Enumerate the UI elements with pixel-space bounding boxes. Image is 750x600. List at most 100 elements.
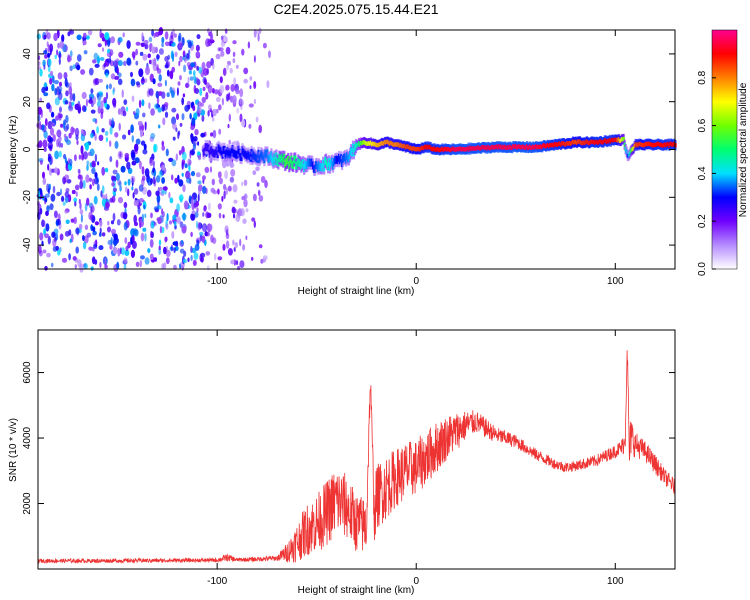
noise-cell	[187, 41, 192, 49]
noise-cell	[165, 249, 171, 258]
noise-cell	[45, 210, 49, 216]
noise-cell	[138, 160, 142, 170]
noise-cell	[227, 185, 232, 192]
noise-cell	[181, 113, 185, 121]
noise-cell	[121, 89, 124, 98]
noise-cell	[58, 150, 62, 158]
noise-cell	[107, 220, 110, 226]
noise-cell	[81, 91, 87, 100]
noise-cell	[109, 55, 112, 65]
noise-cell	[154, 46, 158, 54]
noise-cell	[112, 169, 118, 175]
noise-cell	[169, 35, 174, 44]
noise-cell	[131, 186, 134, 191]
noise-cell	[251, 217, 256, 222]
noise-cell	[178, 179, 184, 187]
noise-cell	[47, 58, 52, 67]
noise-cell	[210, 132, 214, 137]
noise-cell	[229, 176, 235, 183]
noise-cell	[178, 41, 183, 49]
noise-cell	[187, 76, 190, 84]
noise-cell	[202, 86, 206, 91]
noise-cell	[181, 97, 185, 106]
noise-cell	[44, 118, 48, 126]
noise-cell	[218, 128, 222, 135]
noise-cell	[63, 72, 68, 80]
noise-cell	[62, 201, 66, 206]
noise-cell	[251, 256, 254, 261]
noise-cell	[165, 148, 169, 157]
noise-cell	[105, 201, 110, 209]
noise-cell	[150, 221, 155, 229]
noise-cell	[206, 61, 212, 69]
noise-cell	[82, 32, 87, 38]
noise-cell	[178, 194, 184, 202]
noise-cell	[90, 109, 96, 114]
noise-cell	[133, 200, 139, 207]
noise-cell	[64, 195, 69, 204]
noise-cell	[239, 260, 245, 268]
noise-cell	[196, 78, 201, 86]
noise-cell	[241, 48, 245, 56]
noise-cell	[195, 220, 199, 229]
noise-cell	[190, 254, 193, 262]
noise-cell	[220, 50, 225, 57]
noise-cell	[155, 175, 161, 183]
noise-cell	[109, 197, 114, 203]
noise-cell	[233, 199, 238, 204]
noise-cell	[107, 39, 111, 47]
noise-cell	[116, 261, 120, 270]
noise-cell	[39, 160, 43, 165]
noise-cell	[144, 168, 150, 178]
noise-cell	[137, 206, 141, 215]
noise-cell	[253, 220, 256, 228]
noise-cell	[154, 221, 157, 227]
noise-cell	[93, 243, 98, 249]
colorbar-tick-label: 0.6	[697, 118, 708, 132]
noise-cell	[94, 78, 100, 85]
noise-cell	[143, 143, 147, 151]
noise-cell	[148, 102, 151, 109]
noise-cell	[96, 126, 99, 134]
noise-cell	[207, 84, 213, 94]
noise-cell	[190, 170, 196, 177]
noise-cell	[135, 108, 140, 116]
noise-cell	[249, 76, 253, 81]
noise-cell	[171, 159, 177, 167]
noise-cell	[156, 96, 160, 105]
noise-cell	[260, 176, 266, 183]
noise-cell	[268, 50, 271, 59]
noise-cell	[253, 81, 257, 89]
noise-cell	[104, 257, 107, 267]
colorbar: 0.0 0.2 0.4 0.6 0.8 Normalized spectral ampl…	[697, 29, 749, 276]
noise-cell	[47, 44, 50, 53]
noise-cell	[185, 83, 189, 88]
noise-cell	[65, 219, 70, 225]
noise-cell	[175, 153, 178, 161]
y-tick-label: 40	[22, 48, 33, 60]
noise-cell	[90, 88, 94, 94]
noise-cell	[183, 64, 187, 73]
noise-cell	[126, 106, 129, 112]
noise-cell	[195, 172, 201, 178]
noise-cell	[120, 165, 126, 173]
noise-cell	[164, 111, 169, 118]
noise-cell	[50, 193, 56, 202]
noise-cell	[212, 108, 217, 117]
spectrogram-axes: -100 0 100 -40 -20 0 20 40	[22, 30, 675, 287]
noise-cell	[131, 95, 135, 102]
noise-cell	[51, 231, 56, 238]
noise-cell	[212, 190, 218, 195]
noise-cell	[74, 103, 80, 111]
noise-cell	[194, 211, 199, 218]
noise-cell	[239, 238, 242, 247]
noise-cell	[190, 198, 194, 208]
noise-cell	[134, 157, 140, 164]
noise-cell	[210, 234, 214, 243]
noise-cell	[105, 72, 109, 78]
noise-cell	[224, 225, 229, 234]
noise-cell	[88, 67, 94, 76]
noise-cell	[75, 227, 80, 235]
noise-cell	[178, 150, 182, 156]
noise-cell	[85, 35, 90, 40]
